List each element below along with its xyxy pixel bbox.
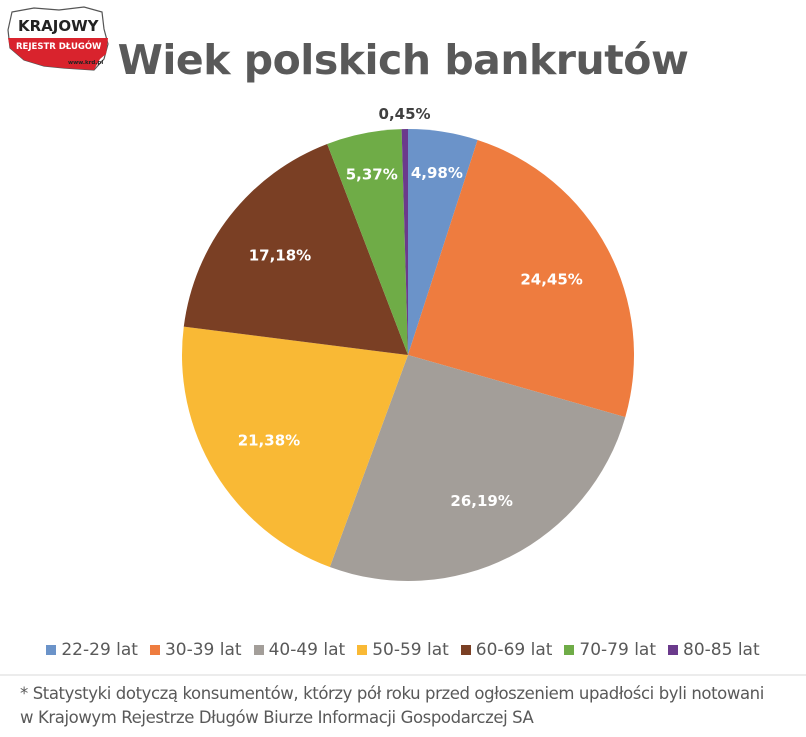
slice-label: 17,18% xyxy=(249,247,311,265)
legend: 22-29 lat 30-39 lat 40-49 lat 50-59 lat 60-6… xyxy=(0,640,806,660)
legend-item: 70-79 lat xyxy=(564,640,656,660)
legend-swatch-icon xyxy=(149,645,160,655)
logo-url: www.krd.pl xyxy=(68,60,103,66)
legend-item: 60-69 lat xyxy=(460,640,553,660)
slice-label: 4,98% xyxy=(411,164,463,182)
pie-slice xyxy=(401,129,408,355)
pie-slice xyxy=(329,355,626,581)
pie-slice xyxy=(408,139,634,418)
legend-item: 80-85 lat xyxy=(668,640,760,660)
slice-label: 5,37% xyxy=(346,165,398,183)
legend-swatch-icon xyxy=(460,645,471,655)
footnote: * Statystyki dotyczą konsumentów, którzy… xyxy=(20,682,800,730)
pie-slice xyxy=(327,129,408,355)
legend-swatch-icon xyxy=(668,645,679,655)
legend-swatch-icon xyxy=(357,645,368,655)
pie-slice xyxy=(408,129,478,355)
logo-line2: REJESTR DŁUGÓW xyxy=(16,40,102,52)
slice-label: 21,38% xyxy=(238,431,300,449)
legend-label: 70-79 lat xyxy=(579,640,657,660)
legend-swatch-icon xyxy=(564,645,575,655)
slice-label: 0,45% xyxy=(379,105,431,123)
footnote-line2: w Krajowym Rejestrze Długów Biurze Infor… xyxy=(20,708,534,727)
slice-label: 24,45% xyxy=(520,270,582,288)
krd-logo: KRAJOWY REJESTR DŁUGÓW www.krd.pl xyxy=(4,4,124,74)
legend-label: 30-39 lat xyxy=(164,640,242,660)
chart-title: Wiek polskich bankrutów xyxy=(117,36,689,84)
legend-swatch-icon xyxy=(46,645,57,655)
pie-chart: 4,98% 24,45% 26,19% 21,38% 17,18% 5,37% 0,45% xyxy=(181,105,634,581)
legend-label: 22-29 lat xyxy=(61,640,138,660)
legend-item: 30-39 lat xyxy=(149,640,242,660)
pie-slice xyxy=(183,143,408,355)
divider xyxy=(0,674,806,676)
legend-swatch-icon xyxy=(253,645,264,655)
slice-label: 26,19% xyxy=(450,492,512,510)
logo-line1: KRAJOWY xyxy=(18,17,100,35)
legend-item: 22-29 lat xyxy=(46,640,138,660)
footnote-line1: * Statystyki dotyczą konsumentów, którzy… xyxy=(20,684,764,703)
legend-item: 50-59 lat xyxy=(357,640,449,660)
legend-label: 60-69 lat xyxy=(475,640,553,660)
legend-label: 80-85 lat xyxy=(683,640,760,660)
legend-label: 50-59 lat xyxy=(372,640,449,660)
legend-item: 40-49 lat xyxy=(253,640,346,660)
legend-label: 40-49 lat xyxy=(268,640,346,660)
pie-slice xyxy=(181,326,408,568)
